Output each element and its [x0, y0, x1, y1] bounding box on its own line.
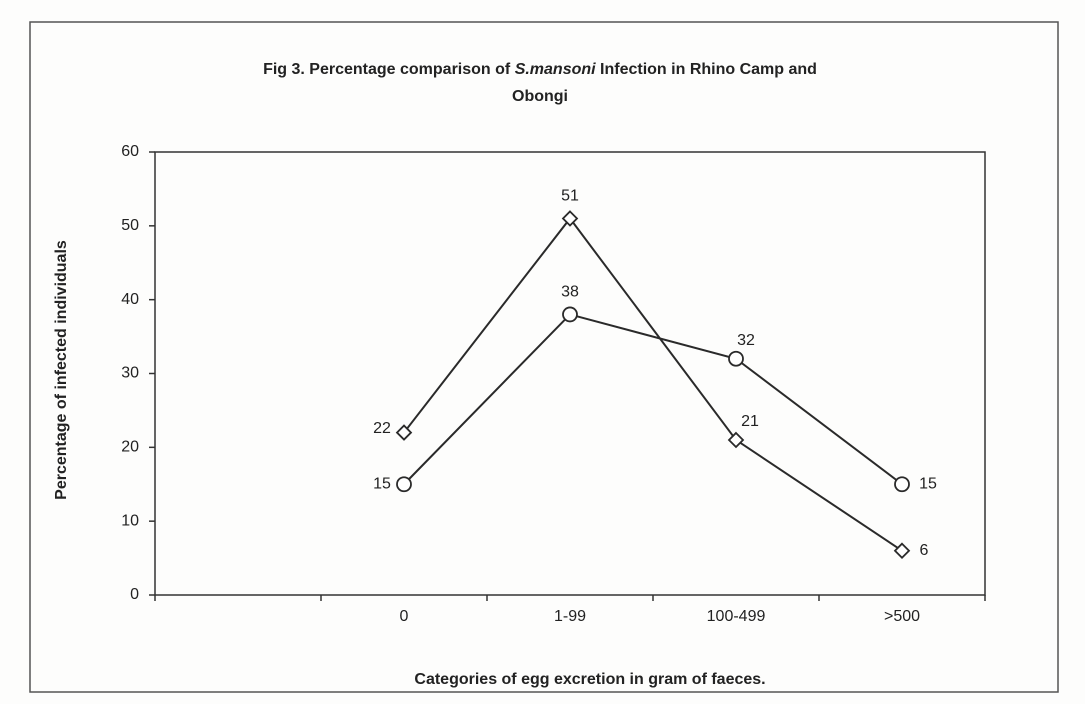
- y-tick-label: 0: [130, 586, 139, 603]
- title-part: Infection in Rhino Camp and: [596, 61, 817, 78]
- y-tick-label: 60: [121, 143, 139, 160]
- y-tick-label: 20: [121, 439, 139, 456]
- marker: [562, 306, 578, 323]
- x-tick-label: 0: [400, 608, 409, 625]
- data-label: 32: [737, 332, 755, 349]
- marker: [728, 350, 744, 367]
- y-tick-label: 40: [121, 291, 139, 308]
- x-axis-label: Categories of egg excretion in gram of f…: [414, 671, 765, 688]
- title-part: S.mansoni: [515, 61, 596, 78]
- chart-frame: [29, 21, 1059, 693]
- marker: [727, 431, 745, 449]
- y-tick-label: 30: [121, 365, 139, 382]
- y-axis-label: Percentage of infected individuals: [53, 240, 70, 500]
- marker: [561, 210, 579, 227]
- series-line: [403, 216, 903, 552]
- data-label: 21: [741, 413, 759, 430]
- data-label: 15: [373, 475, 391, 492]
- marker: [894, 476, 910, 493]
- marker: [395, 424, 413, 441]
- marker: [893, 542, 911, 559]
- x-tick-label: >500: [884, 608, 920, 625]
- data-label: 6: [920, 542, 929, 559]
- x-tick-label: 1-99: [554, 608, 586, 625]
- y-tick-label: 50: [121, 217, 139, 234]
- data-label: 22: [373, 420, 391, 437]
- marker: [396, 476, 412, 493]
- title-part: Fig 3. Percentage comparison of: [263, 61, 515, 78]
- x-tick-label: 100-499: [707, 608, 766, 625]
- chart-title: Fig 3. Percentage comparison of S.manson…: [263, 61, 817, 78]
- y-tick-label: 10: [121, 512, 139, 529]
- series-line: [403, 313, 903, 486]
- chart-title: Obongi: [512, 88, 568, 105]
- data-label: 15: [919, 475, 937, 492]
- data-label: 51: [561, 188, 579, 205]
- data-label: 38: [561, 284, 579, 301]
